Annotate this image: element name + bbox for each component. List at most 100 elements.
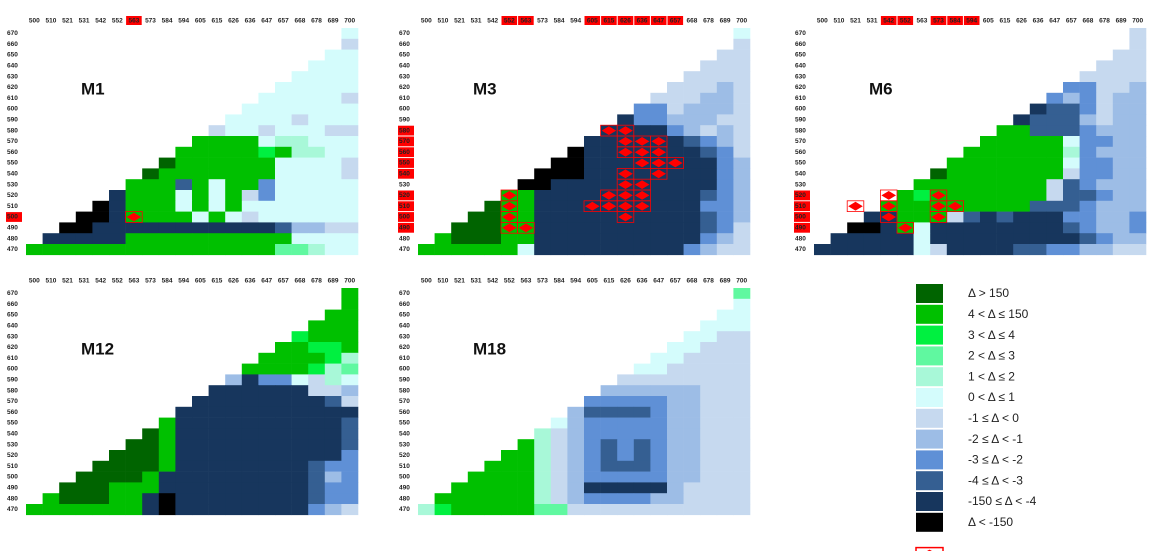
- cell: [158, 428, 176, 440]
- cell: [550, 460, 568, 472]
- cell: [1029, 103, 1047, 115]
- cell: [1112, 233, 1130, 245]
- cell: [683, 406, 701, 418]
- cell: [1079, 211, 1097, 223]
- cell: [75, 482, 93, 494]
- cell: [258, 146, 276, 158]
- x-highlight: [930, 16, 947, 25]
- cell: [1112, 157, 1130, 169]
- cell: [241, 439, 259, 451]
- sig-diamond: [601, 126, 617, 135]
- cell: [1046, 103, 1064, 115]
- x-tick-label: 573: [145, 18, 156, 25]
- cell: [963, 190, 981, 202]
- legend-label: -4 ≤ Δ < -3: [968, 473, 1023, 487]
- cell: [733, 482, 751, 494]
- y-tick-label: 590: [7, 117, 18, 124]
- cell: [733, 82, 751, 94]
- cell: [1046, 146, 1064, 158]
- sig-diamond: [651, 158, 666, 168]
- cell: [175, 190, 193, 202]
- sig-diamond: [618, 126, 633, 135]
- cell: [963, 179, 981, 191]
- cell: [683, 211, 701, 223]
- cell: [275, 244, 292, 256]
- cell: [980, 168, 997, 180]
- x-tick-label: 615: [999, 18, 1010, 25]
- cell: [341, 396, 359, 408]
- cell: [324, 244, 342, 256]
- cell: [258, 493, 276, 505]
- y-tick-label: 470: [795, 246, 806, 253]
- cell: [683, 342, 701, 354]
- y-tick-label: 660: [7, 41, 18, 48]
- cell: [1112, 82, 1130, 94]
- cell: [324, 92, 342, 104]
- cell: [208, 450, 226, 462]
- cell: [683, 460, 701, 472]
- cell: [733, 92, 751, 104]
- x-tick-label: 678: [1099, 18, 1110, 25]
- cell: [996, 168, 1014, 180]
- cell: [109, 190, 126, 202]
- cell: [963, 211, 981, 223]
- cell: [75, 222, 93, 234]
- cell: [1013, 146, 1031, 158]
- cell: [192, 168, 209, 180]
- cell: [683, 222, 701, 234]
- cell: [258, 428, 276, 440]
- cell: [1063, 179, 1080, 191]
- y-tick-label: 470: [7, 246, 18, 253]
- cell: [1112, 244, 1130, 256]
- cell: [308, 103, 326, 115]
- cell: [92, 482, 110, 494]
- cell: [1112, 125, 1130, 137]
- cell: [716, 460, 734, 472]
- cell: [1079, 82, 1097, 94]
- cell: [996, 190, 1014, 202]
- cell: [291, 406, 309, 418]
- cell: [208, 460, 226, 472]
- cell: [484, 244, 502, 256]
- cell: [1013, 114, 1031, 126]
- cell: [683, 157, 701, 169]
- cell: [700, 60, 718, 72]
- cell: [308, 439, 326, 451]
- cell: [92, 244, 110, 256]
- x-tick-label: 584: [950, 18, 961, 25]
- x-tick-label: 510: [833, 18, 844, 25]
- cell: [225, 450, 243, 462]
- y-highlight: [398, 125, 414, 136]
- cell: [930, 233, 948, 245]
- cell: [275, 146, 292, 158]
- cell: [550, 482, 568, 494]
- cell: [324, 385, 342, 397]
- cell: [700, 428, 718, 440]
- cell: [341, 200, 359, 212]
- cell: [192, 439, 209, 451]
- cell: [667, 114, 684, 126]
- y-tick-label: 500: [399, 214, 410, 221]
- cell: [142, 504, 160, 516]
- cell: [980, 146, 997, 158]
- cell: [308, 504, 326, 516]
- cell: [142, 493, 160, 505]
- cell: [716, 71, 734, 83]
- cell: [716, 168, 734, 180]
- cell: [517, 439, 535, 451]
- cell: [683, 352, 701, 364]
- x-tick-label: 678: [703, 18, 714, 25]
- cell: [1013, 233, 1031, 245]
- cell: [567, 146, 585, 158]
- cell: [980, 211, 997, 223]
- y-tick-label: 560: [399, 409, 410, 416]
- cell: [1096, 92, 1114, 104]
- cell: [1046, 136, 1064, 148]
- cell: [291, 211, 309, 223]
- y-tick-label: 490: [399, 225, 410, 232]
- x-highlight: [634, 16, 650, 25]
- x-highlight: [518, 16, 534, 25]
- cell: [700, 417, 718, 429]
- cell: [650, 493, 668, 505]
- x-tick-label: 584: [554, 278, 565, 285]
